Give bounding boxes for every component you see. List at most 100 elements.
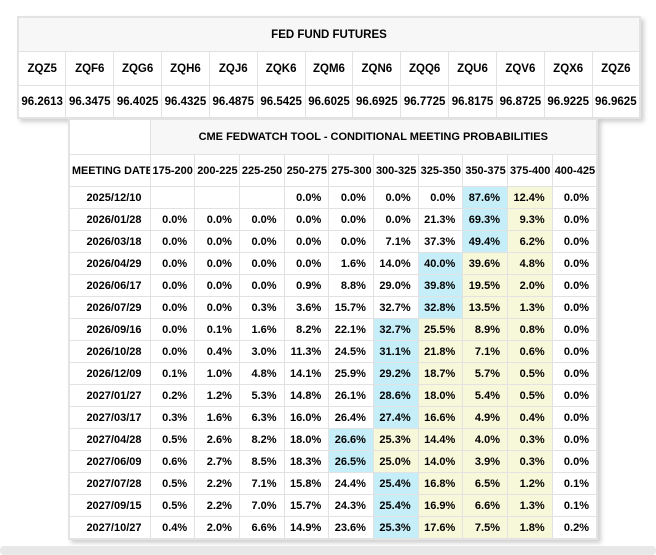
contract-price: 96.8725: [495, 85, 545, 119]
probability-cell: 14.1%: [283, 362, 330, 385]
contract-symbol: ZQG6: [113, 51, 163, 86]
probability-cell: 0.4%: [149, 516, 196, 540]
meeting-row: 2027/04/28 0.5% 2.6% 8.2% 18.0% 26.6% 25.3% 14.…: [68, 428, 598, 451]
probability-cell: 0.0%: [372, 208, 419, 231]
meeting-row: 2026/12/09 0.1% 1.0% 4.8% 14.1% 25.9% 29.2% 18.…: [68, 362, 598, 385]
probability-cell: 3.0%: [238, 340, 285, 363]
probability-cell: 2.7%: [194, 450, 240, 473]
probability-cell: 0.1%: [149, 362, 196, 385]
probability-cell: 0.3%: [238, 296, 285, 319]
probability-cell: 0.4%: [194, 340, 240, 363]
contract-price: 96.6025: [304, 85, 354, 119]
probability-cell: 0.0%: [551, 428, 598, 451]
probability-cell-yellow: 39.6%: [462, 252, 508, 275]
probability-cell: 7.1%: [372, 230, 419, 253]
fedwatch-probabilities-table: CME FEDWATCH TOOL - CONDITIONAL MEETING …: [68, 118, 598, 540]
meeting-row: 2026/03/18 0.0% 0.0% 0.0% 0.0% 0.0% 7.1% 37.3% 4…: [68, 230, 598, 253]
fedwatch-title: CME FEDWATCH TOOL - CONDITIONAL MEETING …: [149, 118, 598, 155]
meeting-row: 2027/10/27 0.4% 2.0% 6.6% 14.9% 23.6% 25.3% 17.…: [68, 516, 598, 540]
probability-cell: 15.8%: [283, 472, 330, 495]
probability-cell: 0.6%: [149, 450, 196, 473]
contract-price: 96.4325: [161, 85, 210, 119]
meeting-date: 2027/06/09: [68, 450, 151, 473]
probability-cell-yellow: 16.6%: [417, 406, 464, 429]
probability-cell: 1.6%: [194, 406, 240, 429]
probability-cell: 0.0%: [194, 252, 240, 275]
contract-symbol: ZQU6: [448, 51, 497, 86]
probability-cell-yellow: 1.3%: [507, 494, 553, 517]
probability-cell: 0.0%: [238, 274, 285, 297]
probability-cell-yellow: 14.0%: [417, 450, 464, 473]
probability-cell: 0.0%: [149, 274, 196, 297]
probability-cell-cyan: 69.3%: [462, 208, 508, 231]
probability-cell-cyan: 25.3%: [372, 516, 419, 540]
probability-cell: 0.0%: [238, 230, 285, 253]
probability-cell: 0.0%: [149, 252, 196, 275]
probability-cell: 8.8%: [328, 274, 374, 297]
meeting-date-column-header: MEETING DATE: [68, 154, 151, 187]
probability-cell: 0.0%: [149, 340, 196, 363]
contract-symbol: ZQX6: [543, 51, 593, 86]
probability-cell-cyan: 26.6%: [328, 428, 374, 451]
probability-cell-yellow: 4.8%: [507, 252, 553, 275]
probability-cell: 24.5%: [328, 340, 374, 363]
meeting-date: 2027/03/17: [68, 406, 151, 429]
probability-cell-cyan: 87.6%: [462, 186, 508, 209]
rate-range-header: 225-250: [238, 154, 285, 187]
meeting-row: 2027/06/09 0.6% 2.7% 8.5% 18.3% 26.5% 25.0% 14.…: [68, 450, 598, 473]
probability-cell: 0.0%: [149, 318, 196, 341]
probability-cell: 8.2%: [283, 318, 330, 341]
meeting-date: 2026/01/28: [68, 208, 151, 231]
probability-cell: 0.0%: [283, 208, 330, 231]
probability-cell-yellow: 1.8%: [507, 516, 553, 540]
meeting-date: 2026/07/29: [68, 296, 151, 319]
probability-cell: 25.9%: [328, 362, 374, 385]
probability-cell: 0.0%: [551, 384, 598, 407]
rate-range-header: 300-325: [372, 154, 419, 187]
probability-cell: 4.8%: [238, 362, 285, 385]
probability-cell-yellow: 25.5%: [417, 318, 464, 341]
probability-cell: 1.6%: [328, 252, 374, 275]
probability-cell: 5.3%: [238, 384, 285, 407]
probability-cell: 0.0%: [149, 296, 196, 319]
probability-cell: 0.0%: [283, 230, 330, 253]
meeting-date: 2026/03/18: [68, 230, 151, 253]
probability-cell: 0.2%: [149, 384, 196, 407]
probability-cell: 1.6%: [238, 318, 285, 341]
probability-cell-cyan: 39.8%: [417, 274, 464, 297]
meeting-date: 2026/06/17: [68, 274, 151, 297]
probability-cell: 24.3%: [328, 494, 374, 517]
horizontal-scrollbar[interactable]: [0, 546, 656, 555]
probability-cell-yellow: 16.9%: [417, 494, 464, 517]
probability-cell: 0.0%: [283, 186, 330, 209]
contract-symbol: ZQQ6: [400, 51, 450, 86]
probability-cell: 15.7%: [328, 296, 374, 319]
meeting-row: 2026/04/29 0.0% 0.0% 0.0% 0.0% 1.6% 14.0% 40.0%…: [68, 252, 598, 275]
probability-cell-yellow: 16.8%: [417, 472, 464, 495]
probability-cell-cyan: 32.7%: [372, 318, 419, 341]
probability-cell: 6.3%: [238, 406, 285, 429]
contract-symbol: ZQH6: [161, 51, 210, 86]
rate-range-header: 175-200: [149, 154, 196, 187]
probability-cell-cyan: 40.0%: [417, 252, 464, 275]
probability-cell: 0.9%: [283, 274, 330, 297]
probability-cell: 1.2%: [194, 384, 240, 407]
probability-cell-cyan: 27.4%: [372, 406, 419, 429]
probability-cell-yellow: 18.0%: [417, 384, 464, 407]
contract-symbol: ZQN6: [352, 51, 402, 86]
probability-cell: 0.0%: [194, 230, 240, 253]
meeting-date: 2027/09/15: [68, 494, 151, 517]
probability-cell-yellow: 0.5%: [507, 362, 553, 385]
probability-cell: 29.0%: [372, 274, 419, 297]
probability-cell-yellow: 25.0%: [372, 450, 419, 473]
probability-cell-yellow: 14.4%: [417, 428, 464, 451]
probability-cell: 32.7%: [372, 296, 419, 319]
contract-price: 96.9625: [591, 85, 641, 119]
rate-range-header: 400-425: [551, 154, 598, 187]
contract-price: 96.4875: [208, 85, 258, 119]
probability-cell-cyan: 49.4%: [462, 230, 508, 253]
fedwatch-title-row: CME FEDWATCH TOOL - CONDITIONAL MEETING …: [68, 118, 598, 155]
probability-cell-yellow: 5.4%: [462, 384, 508, 407]
contract-symbol: ZQM6: [304, 51, 354, 86]
probability-cell: 0.0%: [551, 362, 598, 385]
